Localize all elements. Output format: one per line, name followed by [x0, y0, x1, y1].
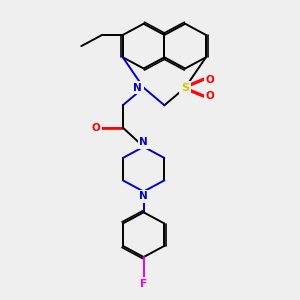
Text: O: O — [91, 123, 100, 133]
Text: O: O — [206, 75, 214, 85]
Text: F: F — [140, 279, 147, 289]
Text: N: N — [139, 137, 148, 147]
Text: O: O — [206, 91, 214, 101]
Text: N: N — [139, 191, 148, 201]
Text: S: S — [181, 83, 189, 93]
Text: N: N — [134, 83, 142, 93]
